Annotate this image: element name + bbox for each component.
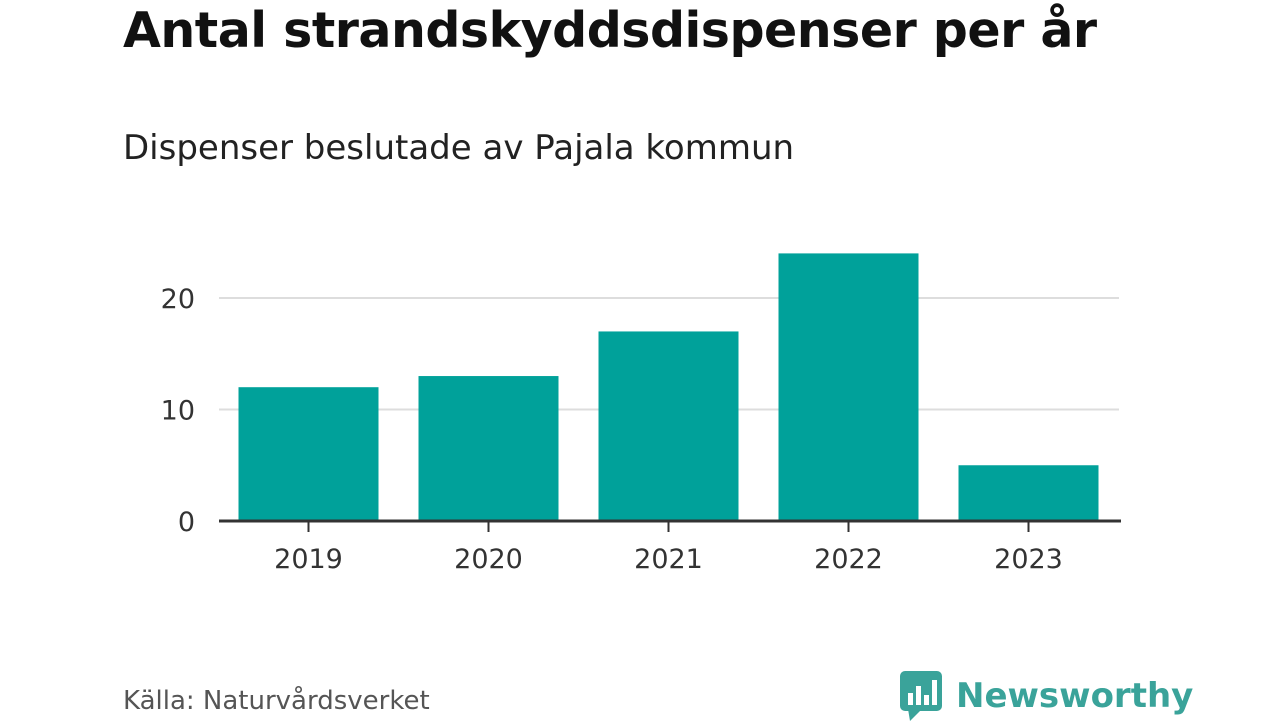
bars xyxy=(238,253,1099,521)
y-tick-label: 20 xyxy=(161,284,195,315)
x-tick-label: 2023 xyxy=(994,544,1063,575)
x-tick-label: 2019 xyxy=(274,544,343,575)
chart-subtitle: Dispenser beslutade av Pajala kommun xyxy=(123,128,795,168)
bar-2021 xyxy=(598,331,739,521)
x-tick-label: 2021 xyxy=(634,544,703,575)
brand-name: Newsworthy xyxy=(956,676,1194,716)
y-tick-label: 0 xyxy=(178,507,195,538)
bar-2023 xyxy=(958,465,1099,521)
bar-2022 xyxy=(778,253,919,521)
x-tick-label: 2022 xyxy=(814,544,883,575)
x-tick-label: 2020 xyxy=(454,544,523,575)
brand-logo: Newsworthy xyxy=(900,670,1193,722)
chart-title: Antal strandskyddsdispenser per år xyxy=(123,2,1097,59)
bar-2019 xyxy=(238,387,379,521)
source-note: Källa: Naturvårdsverket xyxy=(123,686,430,716)
axes: 0 10 20 2019 2020 2021 2022 2023 xyxy=(161,284,1121,575)
bar-2020 xyxy=(418,376,559,521)
y-tick-label: 10 xyxy=(161,396,195,427)
bar-chart-speech-bubble-icon xyxy=(900,671,942,721)
